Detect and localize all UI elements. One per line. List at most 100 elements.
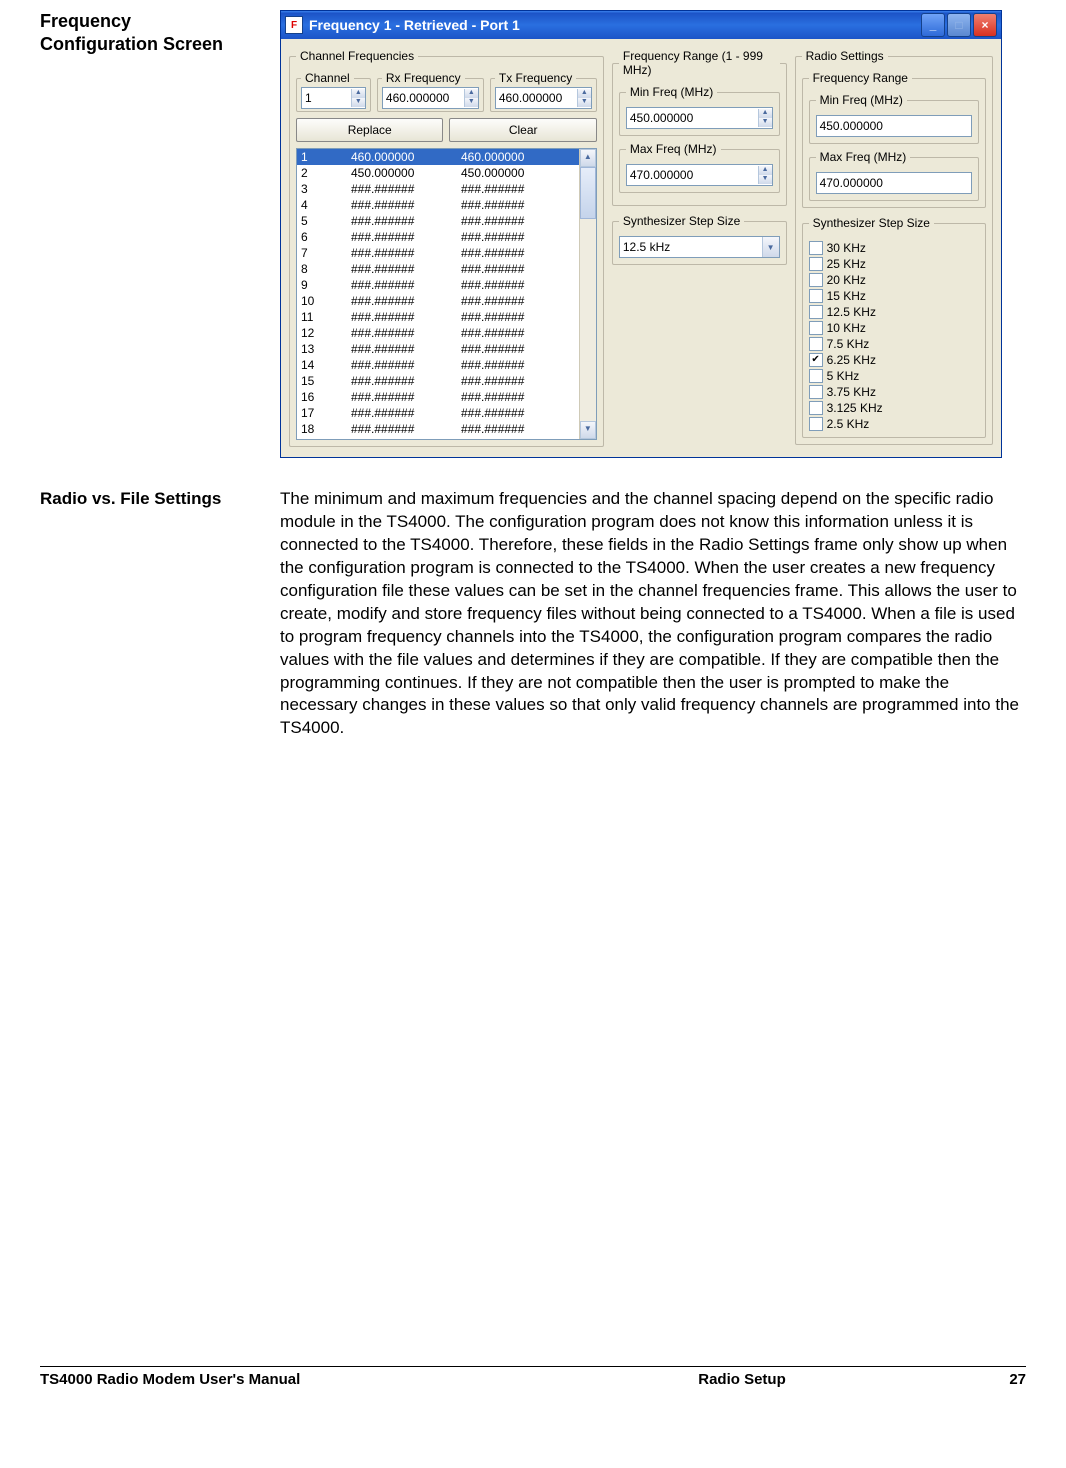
row-channel: 18 [301, 422, 351, 436]
list-row[interactable]: 15###.#########.###### [297, 373, 579, 389]
radio-min-freq-label: Min Freq (MHz) [816, 93, 907, 107]
list-row[interactable]: 8###.#########.###### [297, 261, 579, 277]
checkbox-icon[interactable] [809, 305, 823, 319]
step-size-option[interactable]: 10 KHz [809, 320, 979, 335]
tx-frequency-input[interactable]: 460.000000 ▲▼ [495, 87, 592, 109]
radio-max-freq-label: Max Freq (MHz) [816, 150, 911, 164]
synth-step-combo[interactable]: 12.5 kHz ▼ [619, 236, 780, 258]
list-row[interactable]: 4###.#########.###### [297, 197, 579, 213]
spin-up-icon[interactable]: ▲ [577, 89, 591, 98]
list-row[interactable]: 17###.#########.###### [297, 405, 579, 421]
row-tx: ###.###### [461, 310, 575, 324]
step-size-option[interactable]: 2.5 KHz [809, 416, 979, 431]
list-row[interactable]: 10###.#########.###### [297, 293, 579, 309]
step-size-option[interactable]: 3.125 KHz [809, 400, 979, 415]
list-row[interactable]: 6###.#########.###### [297, 229, 579, 245]
minimize-button[interactable]: _ [921, 13, 945, 37]
row-tx: ###.###### [461, 278, 575, 292]
channel-input[interactable]: 1 ▲▼ [301, 87, 366, 109]
channel-frequencies-group: Channel Frequencies Channel 1 ▲▼ [289, 49, 604, 447]
channel-listbox[interactable]: 1460.000000460.0000002450.000000450.0000… [296, 148, 597, 440]
checkbox-icon[interactable] [809, 337, 823, 351]
spin-down-icon[interactable]: ▼ [758, 175, 772, 184]
list-row[interactable]: 7###.#########.###### [297, 245, 579, 261]
list-row[interactable]: 1460.000000460.000000 [297, 149, 579, 165]
checkbox-icon[interactable] [809, 401, 823, 415]
listbox-scrollbar[interactable]: ▲ ▼ [579, 149, 596, 439]
list-row[interactable]: 3###.#########.###### [297, 181, 579, 197]
row-rx: ###.###### [351, 406, 461, 420]
scrollbar-thumb[interactable] [580, 167, 596, 219]
clear-button[interactable]: Clear [449, 118, 596, 142]
list-row[interactable]: 9###.#########.###### [297, 277, 579, 293]
synth-step-legend: Synthesizer Step Size [619, 214, 744, 228]
row-rx: ###.###### [351, 262, 461, 276]
step-size-option[interactable]: 7.5 KHz [809, 336, 979, 351]
checkbox-icon[interactable]: ✔ [809, 353, 823, 367]
max-freq-input[interactable]: 470.000000 ▲▼ [626, 164, 773, 186]
dropdown-arrow-icon[interactable]: ▼ [762, 237, 779, 257]
scroll-down-icon[interactable]: ▼ [580, 421, 596, 439]
row-tx: ###.###### [461, 246, 575, 260]
scroll-up-icon[interactable]: ▲ [580, 149, 596, 167]
spin-up-icon[interactable]: ▲ [758, 109, 772, 118]
checkbox-icon[interactable] [809, 241, 823, 255]
list-row[interactable]: 5###.#########.###### [297, 213, 579, 229]
row-channel: 6 [301, 230, 351, 244]
spin-up-icon[interactable]: ▲ [758, 166, 772, 175]
spin-down-icon[interactable]: ▼ [351, 98, 365, 107]
list-row[interactable]: 14###.#########.###### [297, 357, 579, 373]
step-size-option[interactable]: 5 KHz [809, 368, 979, 383]
step-size-label: 20 KHz [827, 273, 866, 287]
spin-down-icon[interactable]: ▼ [577, 98, 591, 107]
rx-frequency-value: 460.000000 [383, 91, 464, 105]
replace-button[interactable]: Replace [296, 118, 443, 142]
step-size-option[interactable]: 12.5 KHz [809, 304, 979, 319]
rx-frequency-input[interactable]: 460.000000 ▲▼ [382, 87, 479, 109]
channel-value: 1 [302, 91, 351, 105]
step-size-option[interactable]: 3.75 KHz [809, 384, 979, 399]
checkbox-icon[interactable] [809, 417, 823, 431]
frequency-range-group: Frequency Range (1 - 999 MHz) Min Freq (… [612, 49, 787, 206]
row-channel: 8 [301, 262, 351, 276]
step-size-option[interactable]: 15 KHz [809, 288, 979, 303]
row-tx: ###.###### [461, 422, 575, 436]
row-rx: ###.###### [351, 374, 461, 388]
step-size-label: 12.5 KHz [827, 305, 876, 319]
step-size-option[interactable]: 25 KHz [809, 256, 979, 271]
page-footer: TS4000 Radio Modem User's Manual Radio S… [40, 1366, 1026, 1388]
step-size-option[interactable]: 30 KHz [809, 240, 979, 255]
min-freq-input[interactable]: 450.000000 ▲▼ [626, 107, 773, 129]
radio-synth-step-legend: Synthesizer Step Size [809, 216, 934, 230]
list-row[interactable]: 13###.#########.###### [297, 341, 579, 357]
step-size-option[interactable]: 20 KHz [809, 272, 979, 287]
spin-down-icon[interactable]: ▼ [758, 118, 772, 127]
row-channel: 11 [301, 310, 351, 324]
maximize-button[interactable]: □ [947, 13, 971, 37]
max-freq-group: Max Freq (MHz) 470.000000 ▲▼ [619, 142, 780, 193]
list-row[interactable]: 2450.000000450.000000 [297, 165, 579, 181]
spin-down-icon[interactable]: ▼ [464, 98, 478, 107]
checkbox-icon[interactable] [809, 273, 823, 287]
list-row[interactable]: 12###.#########.###### [297, 325, 579, 341]
row-rx: ###.###### [351, 422, 461, 436]
row-channel: 4 [301, 198, 351, 212]
step-size-option[interactable]: ✔6.25 KHz [809, 352, 979, 367]
checkbox-icon[interactable] [809, 369, 823, 383]
window-titlebar[interactable]: F Frequency 1 - Retrieved - Port 1 _ □ × [281, 11, 1001, 39]
spin-up-icon[interactable]: ▲ [464, 89, 478, 98]
list-row[interactable]: 11###.#########.###### [297, 309, 579, 325]
step-size-label: 7.5 KHz [827, 337, 870, 351]
list-row[interactable]: 16###.#########.###### [297, 389, 579, 405]
row-channel: 13 [301, 342, 351, 356]
checkbox-icon[interactable] [809, 257, 823, 271]
checkbox-icon[interactable] [809, 385, 823, 399]
checkbox-icon[interactable] [809, 289, 823, 303]
list-row[interactable]: 18###.#########.###### [297, 421, 579, 437]
close-button[interactable]: × [973, 13, 997, 37]
row-tx: ###.###### [461, 198, 575, 212]
spin-up-icon[interactable]: ▲ [351, 89, 365, 98]
checkbox-icon[interactable] [809, 321, 823, 335]
row-channel: 9 [301, 278, 351, 292]
rx-frequency-label: Rx Frequency [382, 71, 465, 85]
